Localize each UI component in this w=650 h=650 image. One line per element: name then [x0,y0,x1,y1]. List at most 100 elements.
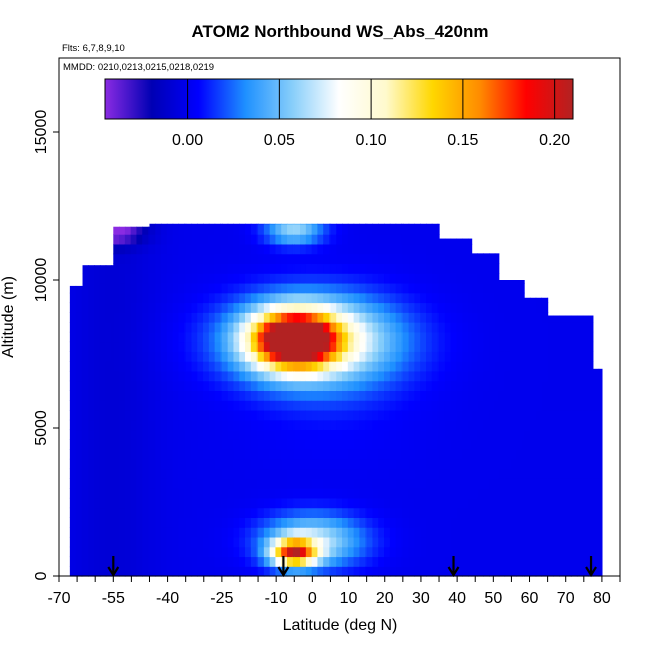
heatmap-cell [504,282,511,294]
heatmap-cell [498,527,506,538]
heatmap-cell [582,546,590,558]
heatmap-cell [221,449,229,460]
heatmap-cell [99,468,107,479]
heatmap-cell [245,400,252,411]
heatmap-cell [408,331,416,343]
heatmap-cell [408,380,416,392]
heatmap-cell [477,439,484,450]
heatmap-cell [221,282,229,294]
heatmap-cell [444,273,452,284]
heatmap-cell [389,546,397,558]
heatmap-cell [75,507,83,518]
heatmap-cell [317,322,324,333]
heatmap-cell [75,429,83,440]
heatmap-cell [494,400,500,411]
heatmap-cell [124,566,132,577]
heatmap-cell [444,497,452,509]
heatmap-cell [311,224,319,235]
heatmap-cell [203,478,210,489]
heatmap-cell [365,517,368,528]
heatmap-cell [359,253,366,265]
heatmap-cell [462,546,469,558]
heatmap-cell [384,478,391,489]
heatmap-cell [483,302,490,313]
heatmap-cell [329,468,332,479]
heatmap-cell [305,517,313,528]
heatmap-cell [462,468,469,479]
heatmap-cell [521,322,525,333]
heatmap-cell [111,380,114,392]
heatmap-cell [184,370,187,382]
heatmap-cell [197,556,204,567]
heatmap-cell [467,292,473,304]
heatmap-cell [208,488,216,499]
heatmap-cell [166,292,174,304]
heatmap-cell [516,280,523,284]
heatmap-cell [477,517,484,528]
heatmap-cell [81,507,84,518]
heatmap-cell [214,536,222,548]
heatmap-cell [336,292,343,304]
heatmap-cell [547,556,554,567]
heatmap-cell [444,409,452,421]
heatmap-cell [467,312,473,323]
heatmap-cell [462,322,469,333]
heatmap-cell [233,497,240,509]
heatmap-cell [245,488,252,499]
heatmap-cell [414,439,421,450]
heatmap-cell [119,243,126,255]
heatmap-cell [588,331,594,343]
heatmap-cell [148,263,151,274]
heatmap-cell [359,468,366,479]
heatmap-cell [275,331,282,343]
heatmap-cell [342,488,349,499]
heatmap-cell [227,302,235,313]
heatmap-cell [148,234,151,245]
heatmap-cell [389,263,397,274]
heatmap-cell [214,419,222,431]
heatmap-cell [149,253,156,265]
heatmap-cell [124,370,132,382]
heatmap-cell [263,253,271,265]
heatmap-cell [598,497,603,509]
heatmap-cell [136,351,143,362]
heatmap-cell [498,497,506,509]
heatmap-cell [233,429,240,440]
heatmap-cell [305,488,313,499]
heatmap-cell [185,341,193,352]
heatmap-cell [155,263,162,274]
heatmap-cell [598,507,603,518]
heatmap-cell [250,273,258,284]
heatmap-cell [330,449,337,460]
heatmap-cell [439,361,446,372]
heatmap-cell [161,449,168,460]
heatmap-cell [214,409,222,421]
heatmap-cell [516,468,523,479]
heatmap-cell [233,449,240,460]
heatmap-cell [105,282,113,294]
heatmap-cell [239,234,246,245]
heatmap-cell [88,282,95,294]
heatmap-cell [471,517,478,528]
heatmap-cell [342,546,349,558]
heatmap-cell [99,458,107,470]
heatmap-cell [389,341,397,352]
heatmap-cell [239,419,246,431]
heatmap-cell [576,400,584,411]
heatmap-cell [220,282,223,294]
heatmap-cell [136,331,143,343]
heatmap-cell [82,546,89,558]
heatmap-cell [483,546,490,558]
heatmap-cell [426,370,433,382]
heatmap-cell [401,282,404,294]
heatmap-cell [227,536,235,548]
heatmap-cell [347,302,355,313]
heatmap-cell [384,439,391,450]
heatmap-cell [450,546,457,558]
heatmap-cell [389,302,397,313]
heatmap-cell [130,409,138,421]
heatmap-cell [263,331,271,343]
heatmap-cell [311,312,319,323]
heatmap-cell [81,527,84,538]
heatmap-cell [294,517,301,528]
